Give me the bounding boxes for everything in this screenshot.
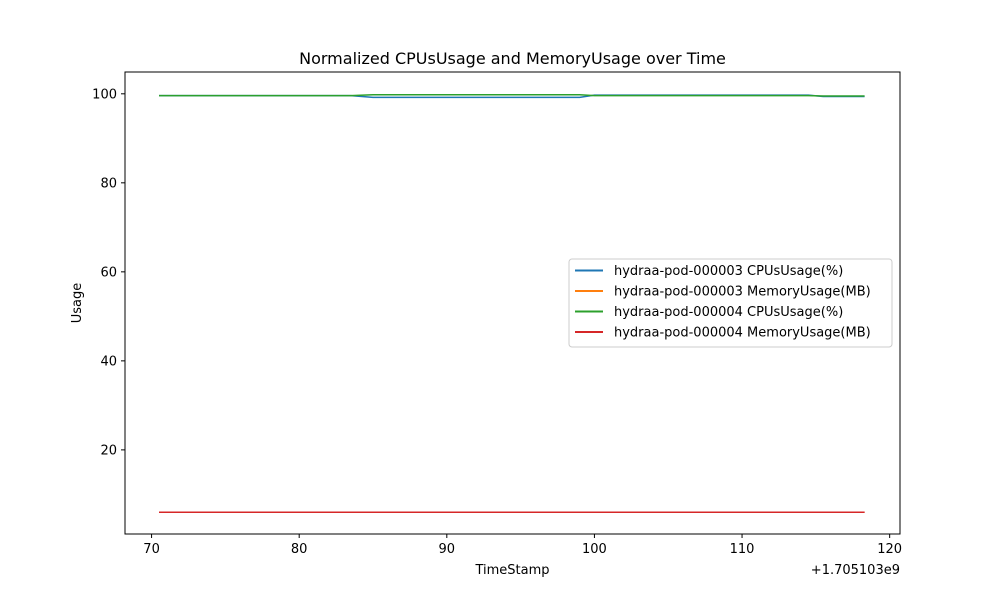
legend-label: hydraa-pod-000004 CPUsUsage(%) [614, 305, 843, 320]
x-tick-label: 110 [730, 542, 755, 557]
y-tick-label: 100 [92, 87, 117, 102]
legend-label: hydraa-pod-000004 MemoryUsage(MB) [614, 326, 871, 341]
plot-area-frame [124, 71, 901, 535]
x-tick-label: 100 [582, 542, 607, 557]
x-axis-label: TimeStamp [474, 563, 549, 578]
x-tick-label: 80 [291, 542, 308, 557]
y-tick-label: 60 [100, 265, 117, 280]
y-tick-label: 20 [100, 443, 117, 458]
x-tick-label: 90 [439, 542, 456, 557]
y-axis: 20 40 60 80 100 [92, 87, 125, 458]
x-axis-offset-label: +1.705103e9 [811, 563, 900, 578]
legend-label: hydraa-pod-000003 CPUsUsage(%) [614, 264, 843, 279]
x-tick-label: 70 [143, 542, 160, 557]
y-axis-label: Usage [70, 283, 85, 324]
legend-label: hydraa-pod-000003 MemoryUsage(MB) [614, 285, 871, 300]
series-layer [159, 93, 865, 513]
legend: hydraa-pod-000003 CPUsUsage(%) hydraa-pod… [568, 258, 893, 348]
x-tick-label: 120 [877, 542, 902, 557]
y-tick-label: 80 [100, 176, 117, 191]
legend-frame [568, 258, 893, 348]
y-tick-label: 40 [100, 354, 117, 369]
series-line-2 [159, 93, 865, 97]
x-axis: 70 80 90 100 110 120 [143, 534, 902, 557]
chart-title: Normalized CPUsUsage and MemoryUsage ove… [299, 49, 726, 68]
